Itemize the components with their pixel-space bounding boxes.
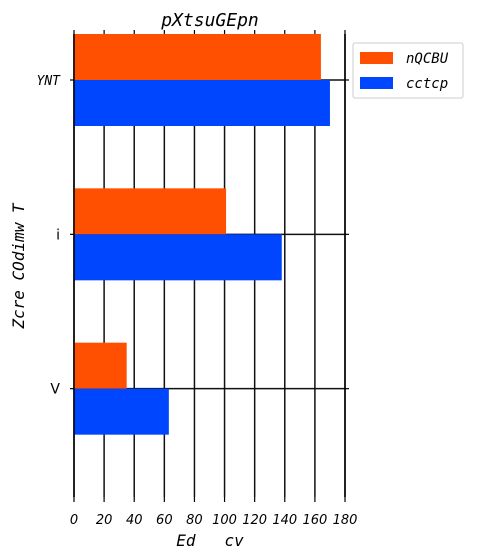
chart-title: pXtsuGEpn [160, 10, 259, 31]
x-tick-label: 20 [96, 513, 113, 528]
x-tick-label: 60 [156, 513, 173, 528]
legend-label-cctcp: cctcp [406, 76, 448, 92]
x-tick-label: 120 [242, 513, 267, 528]
x-tick-label: 80 [186, 513, 203, 528]
bar-cctcp-ynt [74, 80, 330, 126]
bar-nqcbu-i [74, 188, 227, 235]
x-tick-label: 40 [126, 513, 143, 528]
y-tick-label: V [50, 382, 60, 398]
y-tick-label: i [56, 227, 60, 243]
axes [73, 34, 346, 497]
bar-nqcbu-ynt [74, 34, 321, 80]
x-tick-label: 140 [272, 513, 297, 528]
legend-label-nqcbu: nQCBU [406, 51, 449, 67]
x-tick-label: 160 [302, 513, 327, 528]
legend-swatch-nqcbu [360, 52, 393, 64]
bar-cctcp-i [74, 234, 282, 281]
x-axis-label: Ed cv [176, 531, 244, 550]
legend-swatch-cctcp [360, 77, 393, 89]
bar-nqcbu-v [74, 342, 127, 389]
y-axis-label: Zcre COdimw T [9, 202, 28, 330]
x-tick-label: 100 [212, 513, 237, 528]
x-tick-label: 180 [333, 513, 358, 528]
legend: nQCBU cctcp [352, 42, 464, 99]
y-tick-label: YNT [37, 74, 62, 89]
ticks: 0 20 40 60 80 100 120 140 160 180 YNT i V [37, 30, 358, 528]
x-tick-label: 0 [70, 513, 78, 528]
bar-cctcp-v [74, 388, 169, 435]
bars [74, 34, 330, 435]
